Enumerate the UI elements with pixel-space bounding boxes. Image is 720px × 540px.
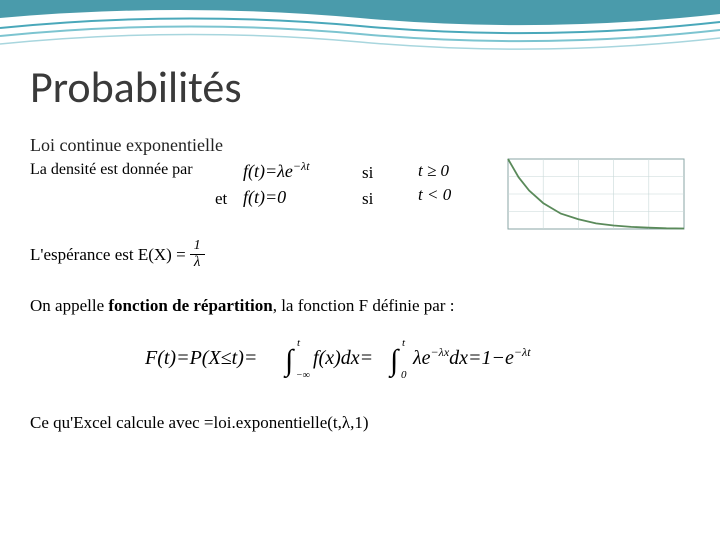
svg-text:∫: ∫ [283, 344, 295, 379]
svg-text:∫: ∫ [388, 344, 400, 379]
si-label-1: si [362, 163, 373, 183]
condition-1: t ≥ 0 [418, 161, 449, 181]
svg-text:λe−λxdx=1−e−λt: λe−λxdx=1−e−λt [412, 345, 531, 369]
svg-text:0: 0 [401, 369, 407, 381]
density-label: La densité est donnée par [30, 161, 193, 179]
esperance-label: L'espérance est E(X) = [30, 245, 186, 265]
svg-text:−∞: −∞ [296, 370, 310, 381]
cdf-formula: F(t)=P(X≤t)= ∫ −∞ t f(x)dx= ∫ 0 t λe−λxd… [30, 334, 700, 389]
fraction-icon: 1 λ [190, 239, 205, 270]
exponential-chart [490, 153, 690, 243]
et-label: et [215, 189, 227, 209]
density-block: La densité est donnée par et f(t)=λe−λt … [30, 161, 700, 221]
repartition-definition: On appelle fonction de répartition, la f… [30, 296, 700, 316]
wave-decoration [0, 0, 720, 60]
si-label-2: si [362, 189, 373, 209]
svg-text:F(t)=P(X≤t)=: F(t)=P(X≤t)= [144, 347, 257, 369]
condition-2: t < 0 [418, 185, 451, 205]
formula-f2: f(t)=0 [243, 187, 286, 208]
svg-text:t: t [297, 337, 301, 349]
svg-text:t: t [402, 337, 406, 349]
svg-text:f(x)dx=: f(x)dx= [313, 347, 373, 369]
excel-note: Ce qu'Excel calcule avec =loi.exponentie… [30, 413, 700, 433]
esperance-line: L'espérance est E(X) = 1 λ [30, 239, 700, 270]
page-title: Probabilités [30, 60, 700, 114]
formula-f1: f(t)=λe−λt [243, 159, 310, 182]
